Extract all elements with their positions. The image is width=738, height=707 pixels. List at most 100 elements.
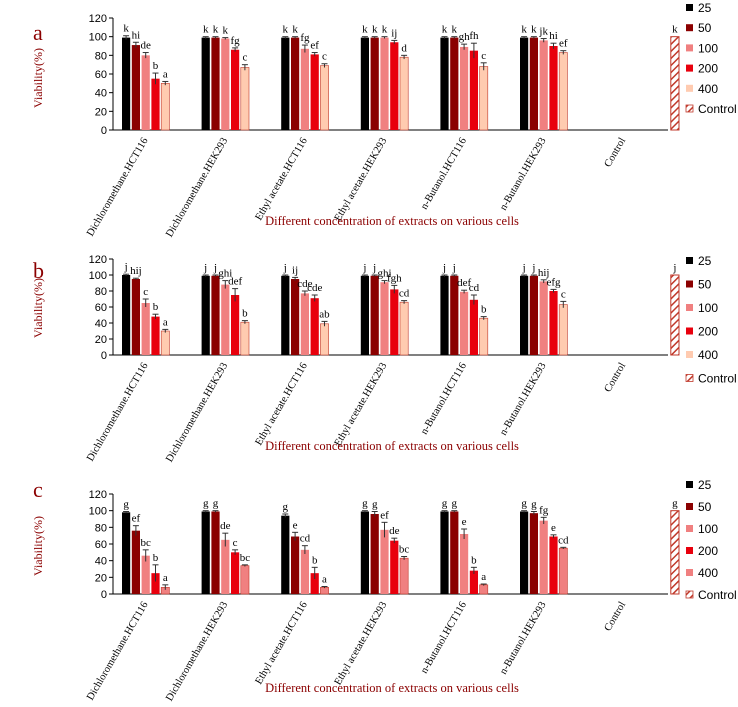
legend-swatch-control [685,374,694,382]
significance-label: ij [292,264,298,276]
bar-100-3 [380,529,389,594]
category-label-2: Ethyl acetate.HCT116 [254,361,310,447]
bar-200-5 [549,536,558,594]
significance-label: k [382,24,388,36]
bar-400-3 [399,557,409,595]
significance-label: j [124,261,128,273]
significance-label: fg [231,35,241,47]
bar-25-3 [360,37,369,130]
significance-label: g [452,498,458,510]
y-tick-label: 120 [89,254,107,266]
bar-200-1 [231,49,240,130]
bar-100-5 [539,520,548,594]
legend-swatch-50 [686,24,693,32]
y-tick-label: 0 [101,350,107,362]
y-tick-label: 40 [95,88,107,100]
bar-25-3 [360,275,369,355]
bar-50-1 [211,511,220,594]
significance-label: hij [538,267,550,279]
bar-100-0 [141,55,150,131]
legend-label-200: 200 [698,325,718,339]
bar-200-3 [390,540,399,594]
significance-label: k [372,24,378,36]
category-label-3: Ethyl acetate.HEK293 [333,136,390,223]
legend-label-400: 400 [698,348,718,362]
significance-label: efg [546,276,561,288]
y-tick-label: 100 [89,270,107,282]
bar-200-4 [469,50,478,130]
legend-swatch-100 [686,304,693,311]
significance-label: hij [130,265,142,277]
bar-200-0 [151,573,160,594]
bar-400-2 [320,65,329,131]
significance-label: k [442,24,448,36]
bar-25-0 [122,512,131,594]
bar-200-2 [310,54,319,130]
y-axis-label: Viability(%) [31,48,45,108]
bar-400-3 [399,301,409,356]
bar-100-0 [141,303,150,355]
y-tick-label: 80 [95,50,107,62]
significance-label: ghi [377,268,391,280]
category-label-0: Dichloromethane.HCT116 [85,361,150,463]
legend-label-100: 100 [698,301,718,315]
bar-400-1 [240,321,250,356]
significance-label: g [531,499,537,511]
significance-label: b [242,308,248,320]
legend-label-100: 100 [698,41,718,55]
significance-label: j [372,262,376,274]
y-axis-label: Viability(%) [31,278,45,338]
bar-100-2 [300,48,309,130]
legend-swatch-control [685,104,694,113]
bar-50-3 [370,514,379,594]
legend-label-control: Control [698,102,737,116]
bar-25-4 [440,275,449,355]
bar-100-3 [380,282,389,355]
category-label-3: Ethyl acetate.HEK293 [333,361,390,448]
bar-25-5 [520,37,529,130]
significance-label: cd [469,282,480,294]
significance-label: ef [310,40,319,52]
significance-label: j [442,262,446,274]
significance-label: g [362,498,368,510]
significance-label: ij [391,27,397,39]
legend-swatch-400 [686,569,693,576]
y-tick-label: 100 [89,506,107,518]
significance-label: g [672,498,678,510]
significance-label: g [283,501,289,513]
significance-label: b [481,304,487,316]
bar-100-4 [460,46,469,130]
y-tick-label: 40 [95,556,107,568]
bar-100-3 [380,37,389,130]
bar-400-4 [479,584,489,595]
bar-25-2 [281,275,290,355]
bar-25-4 [440,37,449,130]
legend-label-50: 50 [698,500,712,514]
category-label-1: Dichloromethane.HEK293 [164,136,230,239]
significance-label: cde [307,282,322,294]
significance-label: k [292,24,298,36]
legend-swatch-100 [686,44,693,52]
bar-control-6 [670,510,680,595]
bar-25-2 [281,37,290,130]
legend-label-25: 25 [698,1,712,15]
bar-100-4 [460,534,469,594]
significance-label: hi [549,30,558,42]
significance-label: j [452,262,456,274]
x-axis-label: Different concentration of extracts on v… [265,214,519,228]
significance-label: g [123,499,129,511]
significance-label: k [521,24,527,36]
legend-label-control: Control [698,372,737,386]
significance-label: a [481,571,486,583]
panel-label: c [33,477,43,502]
panel-label: b [33,258,44,283]
bar-50-5 [529,37,538,130]
legend-label-25: 25 [698,478,712,492]
bar-200-0 [151,316,160,355]
significance-label: k [531,24,537,36]
bar-50-4 [450,275,459,355]
category-label-2: Ethyl acetate.HCT116 [254,136,310,222]
category-label-6: Control [603,600,629,633]
significance-label: def [228,276,242,288]
